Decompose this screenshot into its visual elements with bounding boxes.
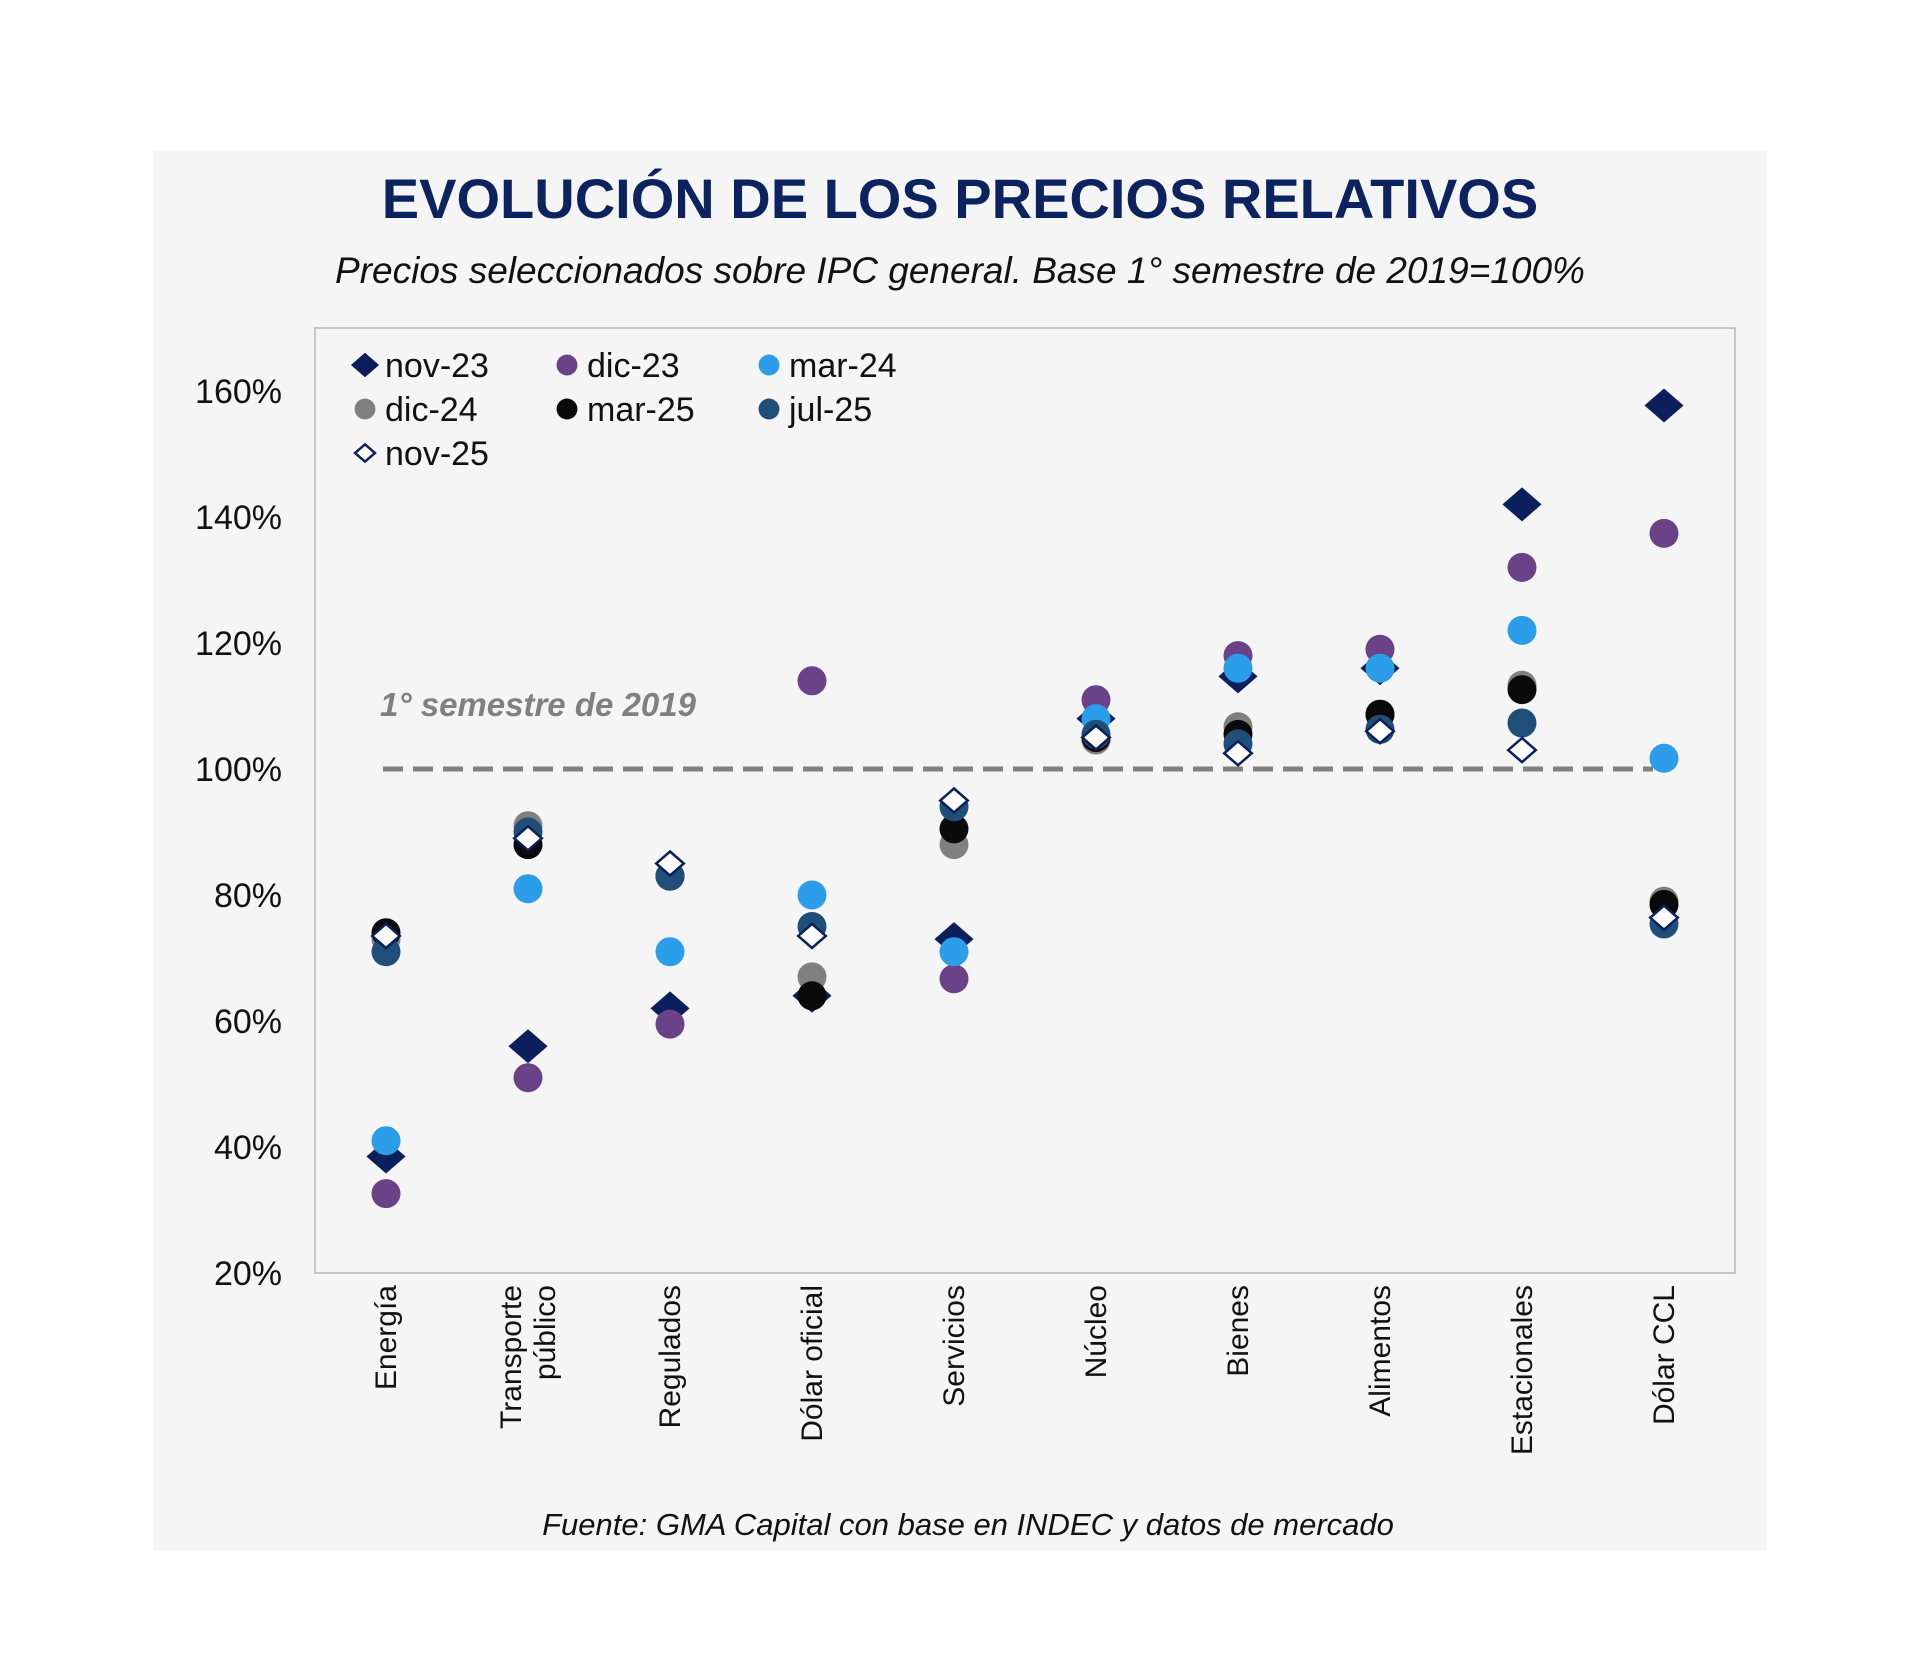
data-point-mar-24	[513, 874, 543, 904]
data-point-nov-23	[650, 991, 690, 1026]
data-point-dic-23	[939, 964, 969, 994]
legend-item-nov-25: nov-25	[353, 435, 489, 473]
data-point-dic-23	[513, 1063, 543, 1093]
y-tick-label: 20%	[214, 1255, 282, 1293]
data-point-jul-25	[1507, 708, 1537, 738]
data-point-nov-25	[370, 922, 402, 950]
legend-item-dic-24: dic-24	[354, 391, 478, 429]
y-tick-label: 120%	[195, 625, 282, 663]
y-tick-label: 80%	[214, 877, 282, 915]
legend-label: mar-24	[789, 347, 897, 385]
data-point-nov-25	[1648, 904, 1680, 932]
chart-subtitle: Precios seleccionados sobre IPC general.…	[335, 250, 1585, 291]
legend-item-dic-23: dic-23	[556, 347, 680, 385]
data-point-nov-25	[1506, 736, 1538, 764]
data-marks	[366, 388, 1684, 1209]
x-axis: Energía Transporte público Regulados Dólar o…	[370, 1285, 1681, 1455]
data-point-nov-25	[654, 849, 686, 878]
data-point-mar-24	[1649, 743, 1679, 773]
legend-item-jul-25: jul-25	[758, 391, 872, 429]
x-tick-label-line: Regulados	[654, 1285, 687, 1428]
x-tick-label: Transporte público	[495, 1285, 562, 1429]
data-point-mar-24	[1223, 653, 1253, 683]
x-tick-label: Dólar CCL	[1648, 1285, 1681, 1425]
x-tick-label-line: Servicios	[938, 1285, 971, 1407]
legend-marker-mar-25	[556, 398, 578, 420]
x-tick-label: Energía	[370, 1285, 403, 1390]
data-point-mar-24	[1507, 615, 1537, 645]
data-point-nov-25	[1364, 717, 1396, 745]
y-tick-label: 140%	[195, 499, 282, 537]
plot-area	[314, 327, 1736, 1274]
y-tick-label: 40%	[214, 1129, 282, 1167]
data-point-nov-25	[1222, 739, 1254, 767]
data-point-dic-23	[655, 1009, 685, 1039]
series-dic-23	[371, 518, 1679, 1209]
series-nov-25	[370, 717, 1680, 950]
legend: nov-23 dic-23 mar-24 dic-24 mar-25 jul-25 nov-…	[350, 347, 897, 473]
data-point-nov-25	[512, 824, 544, 852]
legend-item-mar-25: mar-25	[556, 391, 695, 429]
x-tick-label: Servicios	[938, 1285, 971, 1407]
x-tick-label: Bienes	[1222, 1285, 1255, 1377]
y-axis: 20% 40% 60% 80% 100% 120% 140% 160%	[195, 373, 282, 1293]
reference-line-label: 1° semestre de 2019	[380, 686, 697, 723]
legend-marker-dic-24	[354, 398, 376, 420]
x-tick-label-line: Alimentos	[1364, 1285, 1397, 1417]
data-point-jul-25	[371, 937, 401, 967]
x-tick-label-line: público	[529, 1285, 562, 1380]
data-point-nov-23	[1644, 388, 1684, 423]
data-point-dic-23	[1507, 552, 1537, 582]
data-point-mar-25	[1507, 675, 1537, 705]
x-tick-label: Estacionales	[1506, 1285, 1539, 1455]
x-tick-label-line: Dólar oficial	[796, 1285, 829, 1442]
chart-source: Fuente: GMA Capital con base en INDEC y …	[542, 1507, 1394, 1542]
x-tick-label-line: Transporte	[495, 1285, 528, 1429]
legend-label: dic-24	[385, 391, 478, 429]
legend-item-nov-23: nov-23	[350, 347, 489, 385]
legend-label: nov-23	[385, 347, 489, 385]
data-point-mar-25	[939, 814, 969, 844]
data-point-nov-23	[508, 1029, 548, 1064]
x-tick-label: Núcleo	[1080, 1285, 1113, 1378]
x-tick-label-line: Estacionales	[1506, 1285, 1539, 1455]
x-tick-label-line: Núcleo	[1080, 1285, 1113, 1378]
x-tick-label: Alimentos	[1364, 1285, 1397, 1417]
y-tick-label: 160%	[195, 373, 282, 411]
data-point-mar-24	[797, 880, 827, 910]
legend-label: mar-25	[587, 391, 695, 429]
x-tick-label: Regulados	[654, 1285, 687, 1428]
data-point-mar-25	[797, 981, 827, 1011]
legend-marker-dic-23	[556, 354, 578, 376]
x-tick-label-line: Dólar CCL	[1648, 1285, 1681, 1425]
x-tick-label: Dólar oficial	[796, 1285, 829, 1442]
data-point-mar-24	[655, 937, 685, 967]
legend-marker-jul-25	[758, 398, 780, 420]
data-point-nov-23	[1502, 487, 1542, 522]
data-point-dic-23	[1649, 518, 1679, 548]
data-point-nov-25	[1080, 723, 1112, 752]
legend-item-mar-24: mar-24	[758, 347, 897, 385]
y-tick-label: 60%	[214, 1003, 282, 1041]
data-point-nov-25	[796, 922, 828, 950]
data-point-mar-24	[371, 1126, 401, 1156]
data-point-dic-23	[371, 1179, 401, 1209]
y-tick-label: 100%	[195, 751, 282, 789]
data-point-nov-25	[938, 786, 970, 815]
x-tick-label-line: Bienes	[1222, 1285, 1255, 1377]
data-point-mar-24	[939, 937, 969, 967]
legend-marker-nov-23	[350, 352, 380, 378]
legend-label: jul-25	[788, 391, 872, 429]
data-point-dic-23	[797, 666, 827, 696]
legend-label: nov-25	[385, 435, 489, 473]
legend-label: dic-23	[587, 347, 680, 385]
data-point-mar-24	[1365, 653, 1395, 683]
chart-title: EVOLUCIÓN DE LOS PRECIOS RELATIVOS	[382, 167, 1538, 230]
legend-marker-nov-25	[353, 442, 377, 464]
x-tick-label-line: Energía	[370, 1285, 403, 1390]
legend-marker-mar-24	[758, 354, 780, 376]
